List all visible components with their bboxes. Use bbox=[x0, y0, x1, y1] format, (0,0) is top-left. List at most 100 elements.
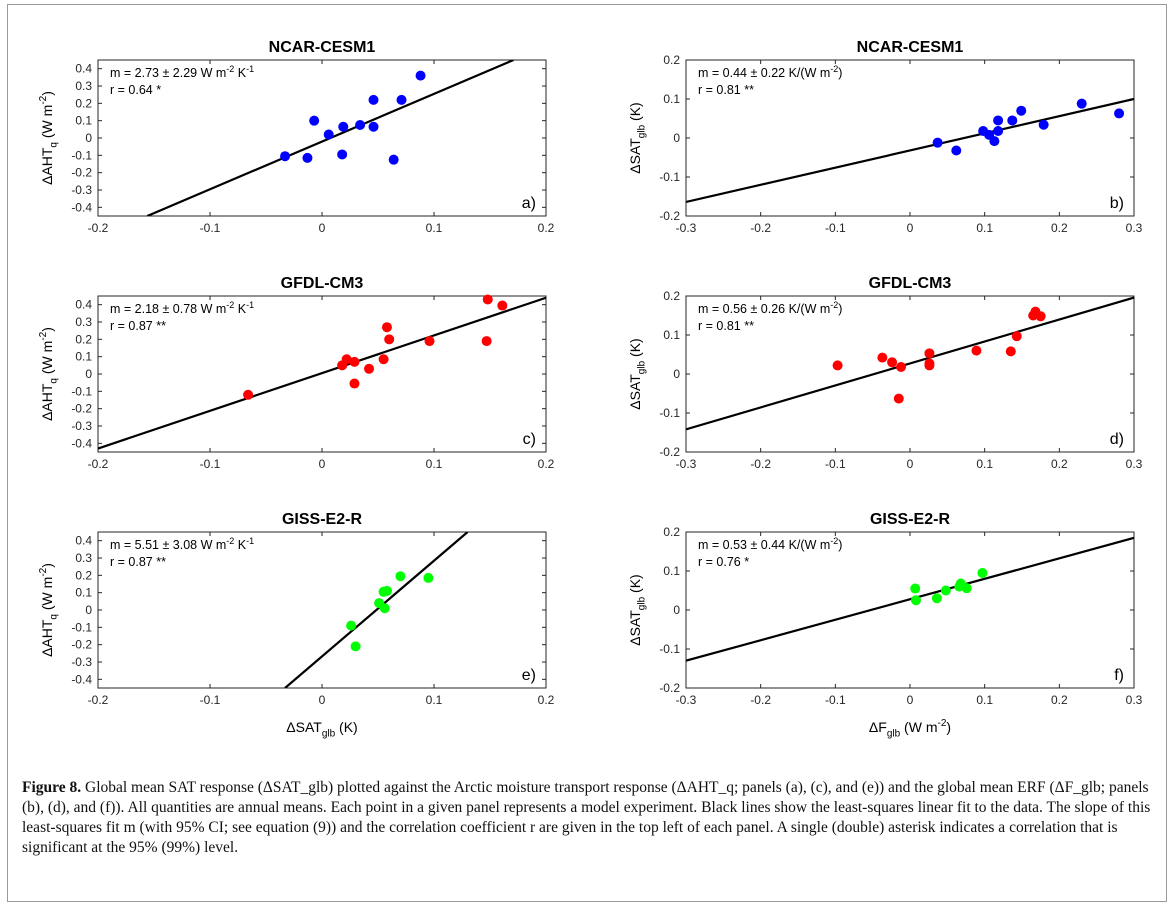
x-tick-label: -0.2 bbox=[88, 221, 109, 235]
x-tick-label: -0.1 bbox=[200, 693, 221, 707]
panel-d: -0.3 -0.2 -0.1 0 0.1 0.2 0.3-0.2-0.100.10.2GFD… bbox=[627, 275, 1143, 471]
plot-area bbox=[97, 59, 547, 217]
y-axis-label: ΔSATglb​ (K) bbox=[627, 574, 647, 645]
y-tick-label: 0.1 bbox=[75, 586, 92, 600]
y-tick-label: -0.1 bbox=[71, 148, 92, 162]
y-axis-label: ΔAHTq​ (W m-2​) bbox=[38, 563, 59, 657]
y-tick-label: -0.1 bbox=[659, 170, 680, 184]
correlation-annotation: r = 0.87 ** bbox=[110, 555, 166, 569]
x-tick-label: -0.3 bbox=[676, 457, 697, 471]
x-tick-label: 0.1 bbox=[426, 457, 443, 471]
x-tick-label: 0.2 bbox=[1051, 693, 1068, 707]
y-tick-label: -0.1 bbox=[659, 642, 680, 656]
y-tick-label: 0.2 bbox=[663, 289, 680, 303]
data-point bbox=[323, 129, 334, 140]
data-point bbox=[381, 322, 392, 333]
data-point bbox=[280, 151, 291, 162]
data-point bbox=[971, 345, 982, 356]
y-axis-label: ΔSATglb​ (K) bbox=[627, 338, 647, 409]
x-tick-label: -0.2 bbox=[750, 221, 771, 235]
data-point bbox=[349, 378, 360, 389]
correlation-annotation: r = 0.76 * bbox=[698, 555, 749, 569]
figure-frame bbox=[7, 4, 1167, 902]
data-point bbox=[924, 360, 935, 371]
x-tick-label: -0.2 bbox=[88, 457, 109, 471]
data-point bbox=[350, 641, 361, 652]
data-point bbox=[302, 152, 313, 163]
y-tick-label: -0.2 bbox=[659, 209, 680, 223]
data-point bbox=[893, 393, 904, 404]
data-point bbox=[924, 348, 935, 359]
panel-c: -0.2 -0.1 0 0.1 0.2 -0.4 -0.3 -0.2 -0.1 0 0.1 0.2 0.… bbox=[38, 275, 555, 471]
panel-b: -0.3 -0.2 -0.1 0 0.1 0.2 0.3-0.2-0.100.10.2NCA… bbox=[627, 39, 1143, 235]
data-point bbox=[364, 363, 375, 374]
y-tick-label: 0.1 bbox=[663, 92, 680, 106]
y-tick-label: 0.3 bbox=[75, 551, 92, 565]
panel-letter: a) bbox=[522, 195, 536, 212]
data-point bbox=[415, 70, 426, 81]
y-tick-label: 0.1 bbox=[663, 328, 680, 342]
data-point bbox=[481, 336, 492, 347]
x-tick-label: 0.1 bbox=[426, 221, 443, 235]
panel-e: -0.2 -0.1 0 0.1 0.2 -0.4 -0.3 -0.2 -0.1 0 0.1 0.2 0.… bbox=[38, 511, 555, 739]
y-tick-label: 0.4 bbox=[75, 534, 92, 548]
slope-annotation: m = 5.51 ± 3.08 W m-2​ K-1​ bbox=[110, 536, 254, 552]
data-point bbox=[349, 356, 360, 367]
data-point bbox=[424, 336, 435, 347]
y-tick-label: -0.4 bbox=[71, 436, 92, 450]
x-tick-label: 0.2 bbox=[1051, 221, 1068, 235]
data-point bbox=[482, 294, 493, 305]
panel-title: NCAR-CESM1 bbox=[857, 39, 964, 56]
correlation-annotation: r = 0.87 ** bbox=[110, 319, 166, 333]
x-tick-label: 0 bbox=[319, 457, 326, 471]
data-point bbox=[497, 300, 508, 311]
y-tick-label: 0.4 bbox=[75, 62, 92, 76]
data-point bbox=[379, 603, 390, 614]
x-tick-label: -0.1 bbox=[825, 221, 846, 235]
y-tick-label: 0.2 bbox=[663, 525, 680, 539]
y-tick-label: -0.3 bbox=[71, 655, 92, 669]
y-tick-label: 0.4 bbox=[75, 298, 92, 312]
data-point bbox=[910, 595, 921, 606]
panel-title: GFDL-CM3 bbox=[869, 275, 952, 292]
y-tick-label: 0 bbox=[673, 131, 680, 145]
data-point bbox=[388, 154, 399, 165]
data-point bbox=[368, 94, 379, 105]
x-tick-label: -0.1 bbox=[200, 457, 221, 471]
panel-title: GISS-E2-R bbox=[282, 511, 362, 528]
y-tick-label: 0.1 bbox=[75, 350, 92, 364]
data-point bbox=[346, 620, 357, 631]
x-tick-label: 0 bbox=[319, 693, 326, 707]
y-tick-label: -0.2 bbox=[71, 166, 92, 180]
slope-annotation: m = 0.56 ± 0.26 K/(W m-2​) bbox=[698, 300, 842, 316]
x-tick-label: 0.1 bbox=[976, 221, 993, 235]
data-point bbox=[910, 583, 921, 594]
y-tick-label: -0.1 bbox=[659, 406, 680, 420]
x-tick-label: 0.2 bbox=[538, 693, 555, 707]
data-point bbox=[337, 149, 348, 160]
data-point bbox=[341, 354, 352, 365]
panel-title: GFDL-CM3 bbox=[281, 275, 364, 292]
y-tick-label: 0.2 bbox=[75, 568, 92, 582]
y-tick-label: -0.1 bbox=[71, 384, 92, 398]
y-tick-label: 0 bbox=[85, 603, 92, 617]
panel-a: -0.2 -0.1 0 0.1 0.2 -0.4 -0.3 -0.2 -0.1 0 0.1 0.2 0.… bbox=[38, 39, 555, 235]
x-tick-label: -0.3 bbox=[676, 693, 697, 707]
x-tick-label: 0.2 bbox=[538, 457, 555, 471]
x-tick-label: 0 bbox=[907, 221, 914, 235]
data-point bbox=[896, 361, 907, 372]
x-tick-label: -0.2 bbox=[750, 693, 771, 707]
x-tick-label: 0.1 bbox=[976, 457, 993, 471]
x-tick-label: -0.1 bbox=[825, 457, 846, 471]
y-tick-label: 0.2 bbox=[75, 96, 92, 110]
panel-title: GISS-E2-R bbox=[870, 511, 950, 528]
y-tick-label: -0.1 bbox=[71, 620, 92, 634]
y-axis-label: ΔAHTq​ (W m-2​) bbox=[38, 327, 59, 421]
panel-letter: b) bbox=[1110, 195, 1124, 212]
data-point bbox=[395, 571, 406, 582]
y-tick-label: -0.2 bbox=[659, 445, 680, 459]
x-axis-label: ΔFglb​ (W m-2​) bbox=[869, 718, 951, 739]
panel-letter: e) bbox=[522, 667, 536, 684]
slope-annotation: m = 0.53 ± 0.44 K/(W m-2​) bbox=[698, 536, 842, 552]
data-point bbox=[309, 115, 320, 126]
